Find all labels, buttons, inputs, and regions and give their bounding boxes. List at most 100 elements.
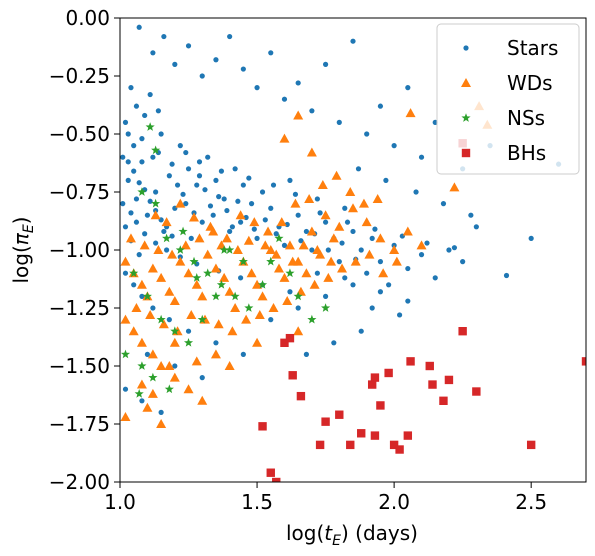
data-point-wds <box>128 326 139 336</box>
data-point-wds <box>252 279 263 289</box>
data-point-stars <box>322 61 329 67</box>
data-point-stars <box>199 375 205 381</box>
data-point-bhs <box>285 333 295 343</box>
y-tick-label: −0.50 <box>49 122 110 146</box>
data-point-wds <box>323 272 334 282</box>
data-point-wds <box>304 193 315 203</box>
data-point-stars <box>139 398 145 404</box>
data-point-wds <box>169 372 180 382</box>
data-point-stars <box>369 305 375 311</box>
data-point-nss <box>134 389 144 398</box>
data-point-wds <box>136 379 147 389</box>
y-axis-label: log(πE) <box>9 216 37 283</box>
data-point-stars <box>144 212 151 218</box>
data-point-stars <box>122 270 129 276</box>
legend-marker-wds <box>461 78 471 87</box>
data-point-stars <box>246 175 252 181</box>
data-point-stars <box>424 240 430 246</box>
data-point-wds <box>156 272 167 282</box>
data-point-nss <box>137 187 147 196</box>
x-axis-label: log(tE) (days) <box>286 521 418 549</box>
data-point-wds <box>194 233 205 243</box>
data-point-bhs <box>357 429 366 438</box>
data-point-wds <box>191 356 202 366</box>
data-point-wds <box>175 198 186 208</box>
data-point-stars <box>287 177 293 183</box>
data-point-nss <box>293 291 303 301</box>
data-point-stars <box>298 238 304 244</box>
data-point-wds <box>364 249 375 259</box>
data-point-wds <box>183 268 194 278</box>
data-point-bhs <box>395 445 404 454</box>
data-point-stars <box>120 201 126 207</box>
data-point-stars <box>142 231 148 237</box>
data-point-stars <box>251 226 257 232</box>
legend-box <box>436 23 580 175</box>
x-tick-label: 1.5 <box>241 490 273 514</box>
data-point-wds <box>175 256 186 266</box>
data-point-bhs <box>384 368 393 378</box>
data-point-stars <box>254 85 260 91</box>
data-point-nss <box>321 303 331 312</box>
data-point-stars <box>133 219 140 225</box>
data-point-stars <box>273 231 279 237</box>
data-point-wds <box>273 263 284 273</box>
data-point-nss <box>266 256 276 266</box>
data-point-wds <box>241 314 252 324</box>
data-point-wds <box>348 203 358 213</box>
data-point-bhs <box>581 357 586 366</box>
x-tick-label: 2.0 <box>378 490 410 514</box>
data-point-wds <box>298 240 309 250</box>
y-tick-label: −1.50 <box>49 354 110 378</box>
data-point-stars <box>383 177 389 183</box>
data-point-stars <box>238 275 244 281</box>
data-point-stars <box>229 224 235 230</box>
data-point-stars <box>213 57 219 63</box>
data-point-stars <box>339 240 345 246</box>
data-point-nss <box>142 291 152 301</box>
data-point-stars <box>183 149 189 156</box>
data-point-stars <box>196 173 203 179</box>
y-tick-label: 0.00 <box>65 6 110 30</box>
data-point-wds <box>331 170 342 180</box>
data-point-stars <box>473 224 479 230</box>
data-point-nss <box>211 291 221 301</box>
data-point-stars <box>131 282 137 288</box>
data-point-stars <box>153 189 159 195</box>
data-point-nss <box>178 226 188 236</box>
data-point-stars <box>336 119 342 125</box>
data-point-stars <box>185 328 192 334</box>
y-tick-label: −0.75 <box>49 180 110 204</box>
data-point-nss <box>151 145 161 155</box>
data-point-stars <box>213 177 219 183</box>
data-point-wds <box>147 349 158 359</box>
data-point-wds <box>235 210 246 220</box>
data-point-stars <box>342 205 348 211</box>
data-point-stars <box>205 154 211 160</box>
data-point-stars <box>418 154 425 160</box>
data-point-wds <box>125 233 136 243</box>
data-point-bhs <box>428 380 437 389</box>
data-point-nss <box>197 314 207 324</box>
data-point-nss <box>244 303 254 312</box>
data-point-stars <box>235 198 241 204</box>
data-point-wds <box>208 226 219 236</box>
data-point-wds <box>197 395 208 405</box>
data-point-stars <box>221 196 227 202</box>
data-point-stars <box>446 247 452 253</box>
data-point-nss <box>162 233 172 243</box>
data-point-wds <box>279 272 290 282</box>
data-point-stars <box>440 201 447 207</box>
data-point-wds <box>147 388 158 398</box>
series-wds <box>120 101 493 428</box>
data-point-wds <box>372 193 383 203</box>
data-point-wds <box>405 108 416 118</box>
data-point-wds <box>320 210 331 220</box>
plot-area <box>120 24 586 482</box>
data-point-bhs <box>526 440 536 450</box>
data-point-stars <box>174 182 181 188</box>
data-point-stars <box>177 143 183 149</box>
legend-entry-wds: WDs <box>461 71 553 95</box>
data-point-stars <box>468 212 474 218</box>
data-point-stars <box>139 159 145 165</box>
